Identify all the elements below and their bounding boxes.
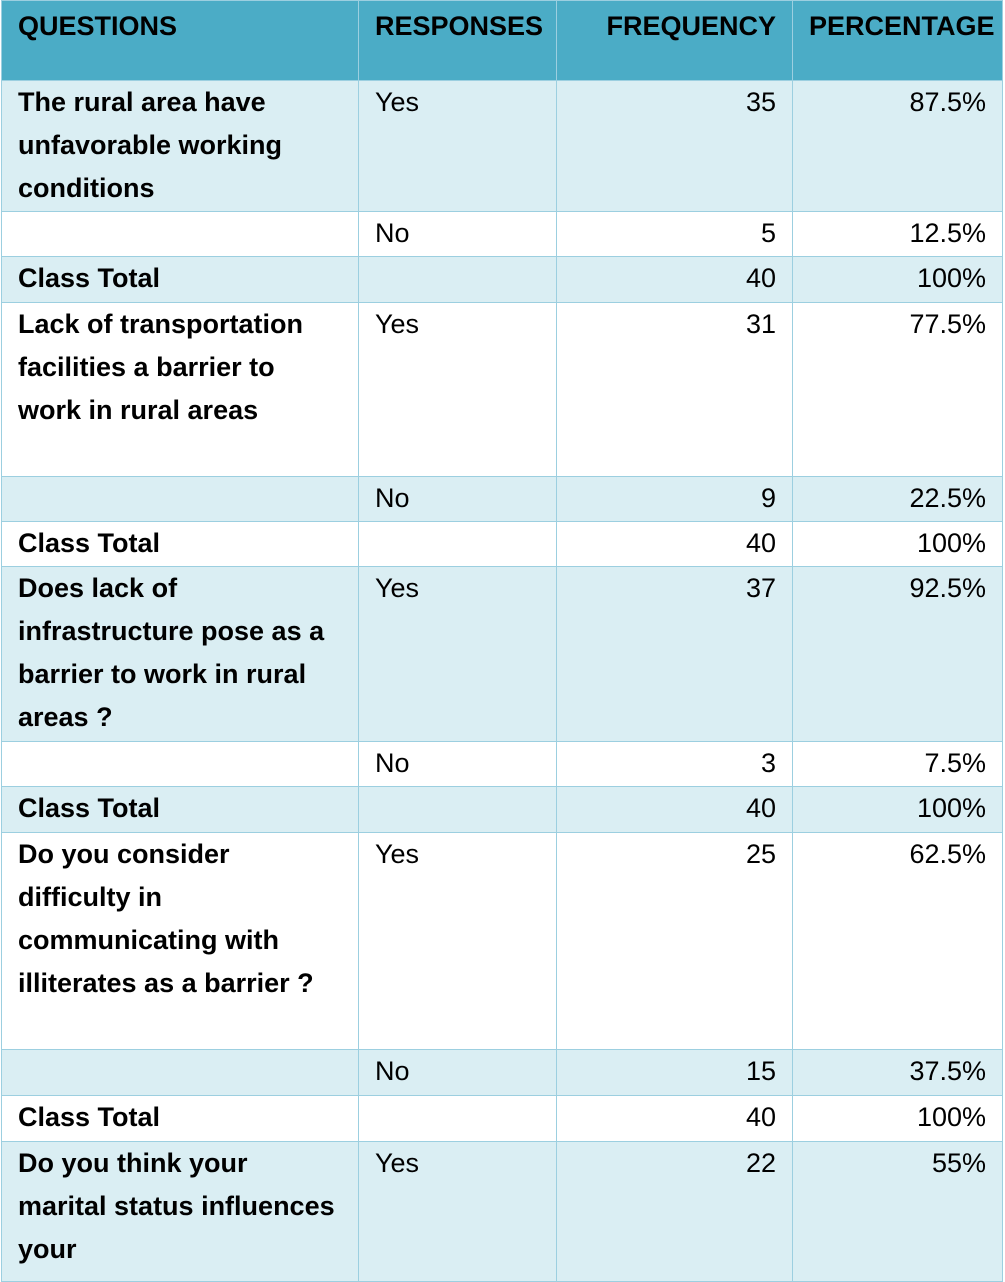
percentage-cell: 100%	[792, 256, 1003, 303]
table-row: No 5 12.5%	[1, 211, 1003, 257]
header-row: QUESTIONS RESPONSES FREQUENCY PERCENTAGE	[1, 0, 1003, 81]
question-cell: The rural area have unfavorable working …	[1, 80, 359, 212]
table-row: No 9 22.5%	[1, 476, 1003, 522]
response-cell	[358, 1095, 557, 1142]
response-cell: Yes	[358, 302, 557, 477]
frequency-cell: 40	[556, 1095, 793, 1142]
percentage-cell: 12.5%	[792, 211, 1003, 257]
question-cell	[1, 1049, 359, 1096]
frequency-cell: 22	[556, 1141, 793, 1282]
frequency-cell: 9	[556, 476, 793, 522]
question-cell: Do you think your marital status influen…	[1, 1141, 359, 1282]
percentage-cell: 77.5%	[792, 302, 1003, 477]
percentage-cell: 100%	[792, 786, 1003, 833]
question-cell	[1, 476, 359, 522]
response-cell: No	[358, 211, 557, 257]
frequency-cell: 25	[556, 832, 793, 1050]
percentage-cell: 87.5%	[792, 80, 1003, 212]
table-row: No 3 7.5%	[1, 741, 1003, 787]
table-row: No 15 37.5%	[1, 1049, 1003, 1096]
header-percentage: PERCENTAGE	[792, 0, 1003, 81]
percentage-cell: 55%	[792, 1141, 1003, 1282]
table-row: The rural area have unfavorable working …	[1, 80, 1003, 212]
response-cell: No	[358, 476, 557, 522]
response-cell: Yes	[358, 1141, 557, 1282]
frequency-cell: 5	[556, 211, 793, 257]
question-cell	[1, 741, 359, 787]
frequency-cell: 40	[556, 786, 793, 833]
response-cell: No	[358, 741, 557, 787]
response-cell: Yes	[358, 80, 557, 212]
response-cell: No	[358, 1049, 557, 1096]
response-cell	[358, 521, 557, 567]
percentage-cell: 100%	[792, 521, 1003, 567]
percentage-cell: 37.5%	[792, 1049, 1003, 1096]
response-cell: Yes	[358, 832, 557, 1050]
class-total-label: Class Total	[1, 1095, 359, 1142]
response-cell	[358, 256, 557, 303]
frequency-cell: 40	[556, 256, 793, 303]
response-cell	[358, 786, 557, 833]
frequency-cell: 35	[556, 80, 793, 212]
question-cell: Does lack of infrastructure pose as a ba…	[1, 566, 359, 742]
question-cell: Do you consider difficulty in communicat…	[1, 832, 359, 1050]
table-row: Does lack of infrastructure pose as a ba…	[1, 566, 1003, 742]
frequency-cell: 40	[556, 521, 793, 567]
frequency-cell: 37	[556, 566, 793, 742]
table-row: Do you think your marital status influen…	[1, 1141, 1003, 1282]
class-total-label: Class Total	[1, 786, 359, 833]
frequency-cell: 31	[556, 302, 793, 477]
class-total-label: Class Total	[1, 256, 359, 303]
percentage-cell: 7.5%	[792, 741, 1003, 787]
class-total-row: Class Total 40 100%	[1, 521, 1003, 567]
table-row: Do you consider difficulty in communicat…	[1, 832, 1003, 1050]
question-cell	[1, 211, 359, 257]
percentage-cell: 62.5%	[792, 832, 1003, 1050]
percentage-cell: 100%	[792, 1095, 1003, 1142]
frequency-cell: 3	[556, 741, 793, 787]
question-cell: Lack of transportation facilities a barr…	[1, 302, 359, 477]
header-questions: QUESTIONS	[1, 0, 359, 81]
class-total-label: Class Total	[1, 521, 359, 567]
class-total-row: Class Total 40 100%	[1, 786, 1003, 833]
percentage-cell: 92.5%	[792, 566, 1003, 742]
response-cell: Yes	[358, 566, 557, 742]
header-frequency: FREQUENCY	[556, 0, 793, 81]
class-total-row: Class Total 40 100%	[1, 1095, 1003, 1142]
percentage-cell: 22.5%	[792, 476, 1003, 522]
header-responses: RESPONSES	[358, 0, 557, 81]
class-total-row: Class Total 40 100%	[1, 256, 1003, 303]
table-row: Lack of transportation facilities a barr…	[1, 302, 1003, 477]
frequency-cell: 15	[556, 1049, 793, 1096]
